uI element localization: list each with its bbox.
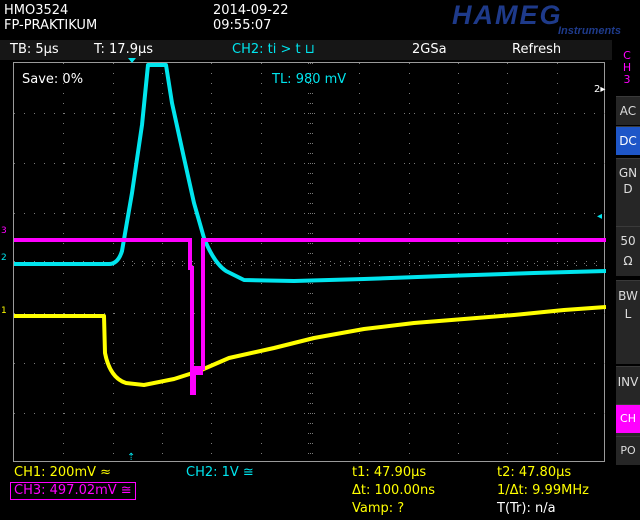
cursor-delta-t: Δt: 100.00ns: [352, 483, 435, 499]
cursor-inverse-delta-t: 1/Δt: 9.99MHz: [497, 483, 589, 499]
ch2-settings[interactable]: CH2: 1V ≅: [186, 465, 254, 481]
timebase-label[interactable]: TB: 5µs: [10, 42, 59, 58]
rise-time-measurement: T(Tr): n/a: [497, 501, 556, 517]
ch2-offscreen-marker: 2▸: [594, 82, 605, 98]
sample-rate-label: 2GSa: [412, 42, 447, 58]
trigger-level-arrow-icon[interactable]: ◂: [597, 211, 602, 222]
top-bar: HMO3524 FP-PRAKTIKUM 2014-09-22 09:55:07…: [0, 0, 640, 40]
acquisition-mode-label[interactable]: Refresh: [512, 42, 561, 58]
device-name: FP-PRAKTIKUM: [4, 18, 97, 34]
vamp-measurement: Vamp: ?: [352, 501, 404, 517]
trigger-time-label[interactable]: T: 17.9µs: [94, 42, 153, 58]
impedance-50-button[interactable]: 50Ω: [616, 226, 640, 276]
save-label: Save: 0%: [22, 72, 83, 88]
status-bar: TB: 5µs T: 17.9µs CH2: ti > t ⊔ 2GSa Ref…: [0, 40, 612, 60]
coupling-dc-button[interactable]: DC: [616, 126, 640, 155]
waveform-display[interactable]: Save: 0% TL: 980 mV 2▸: [13, 62, 605, 462]
coupling-ac-button[interactable]: AC: [616, 96, 640, 125]
cursor-t2: t2: 47.80µs: [497, 465, 571, 481]
ch3-level-marker[interactable]: 3: [0, 229, 12, 239]
ch2-level-marker[interactable]: 2: [0, 256, 12, 266]
ch3-settings[interactable]: CH3: 497.02mV ≅: [10, 482, 136, 500]
channel-active-button[interactable]: CH: [616, 404, 640, 433]
ch3-marker: [190, 368, 203, 375]
ch1-level-marker[interactable]: 1: [0, 309, 12, 319]
ch1-settings[interactable]: CH1: 200mV ≈: [14, 465, 111, 481]
waveform-svg: [14, 63, 606, 463]
hameg-logo: HAMEG: [452, 0, 563, 30]
trigger-position-icon[interactable]: [128, 58, 136, 63]
cursor-t1: t1: 47.90µs: [352, 465, 426, 481]
channel-menu-panel: CH3 AC DC GND 50Ω BWL INV CH PO: [614, 40, 640, 520]
trigger-level-label: TL: 980 mV: [272, 72, 346, 88]
hameg-logo-sub: Instruments: [558, 25, 621, 37]
device-model: HMO3524: [4, 3, 68, 19]
channel-menu-title: CH3: [620, 50, 634, 86]
time-label: 09:55:07: [213, 18, 271, 34]
trigger-info-label[interactable]: CH2: ti > t ⊔: [232, 42, 315, 58]
bottom-info-bar: CH1: 200mV ≈ CH2: 1V ≅ CH3: 497.02mV ≅ t…: [0, 462, 614, 520]
bwl-button[interactable]: BWL: [616, 280, 640, 364]
graticule: [14, 63, 605, 454]
date-label: 2014-09-22: [213, 3, 289, 19]
position-button[interactable]: PO: [616, 436, 640, 465]
